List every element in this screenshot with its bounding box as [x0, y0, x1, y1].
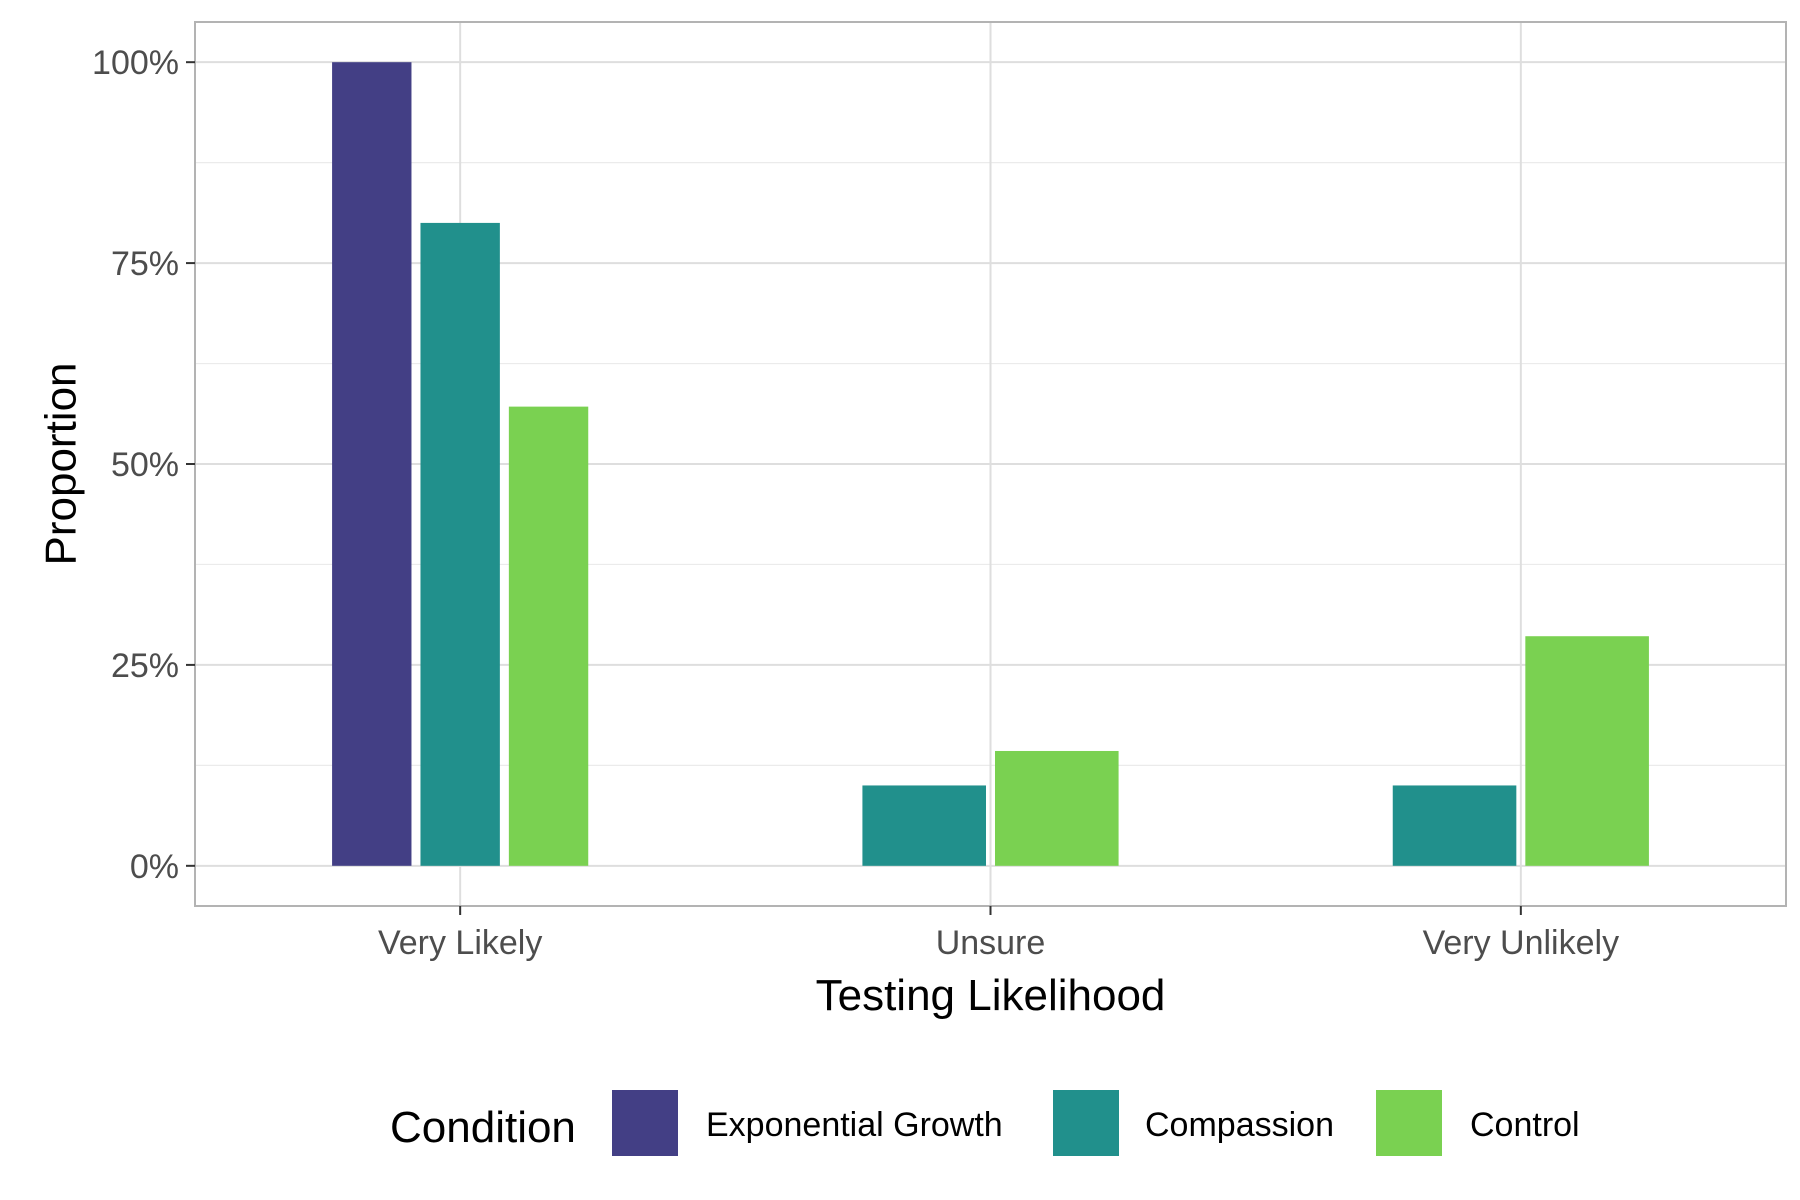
bar — [332, 62, 412, 866]
y-tick-label: 25% — [111, 647, 179, 685]
bar — [508, 406, 589, 866]
legend-title: Condition — [390, 1103, 576, 1152]
x-tick-label: Very Likely — [378, 924, 542, 962]
bar — [420, 222, 500, 866]
y-axis-title: Proportion — [36, 362, 85, 565]
x-tick-label: Unsure — [936, 924, 1046, 962]
bar — [862, 785, 986, 866]
y-axis-ticks: 0% 25% 50% 75% 100% — [92, 44, 195, 886]
x-axis-title: Testing Likelihood — [816, 971, 1166, 1020]
legend-label: Control — [1470, 1106, 1580, 1144]
y-tick-label: 50% — [111, 446, 179, 484]
legend-key — [612, 1090, 678, 1156]
y-tick-label: 0% — [130, 848, 179, 886]
bars — [332, 62, 1649, 866]
bar — [995, 750, 1119, 866]
legend-label: Compassion — [1145, 1106, 1334, 1144]
bar — [1525, 636, 1649, 866]
legend: Condition Exponential Growth Compassion Co… — [390, 1090, 1580, 1156]
legend-key — [1376, 1090, 1442, 1156]
x-tick-label: Very Unlikely — [1423, 924, 1620, 962]
y-tick-label: 75% — [111, 245, 179, 283]
y-tick-label: 100% — [92, 44, 179, 82]
bar — [1392, 785, 1517, 866]
x-axis-ticks: Very Likely Unsure Very Unlikely — [378, 906, 1619, 962]
legend-label: Exponential Growth — [706, 1106, 1003, 1144]
legend-key — [1053, 1090, 1119, 1156]
